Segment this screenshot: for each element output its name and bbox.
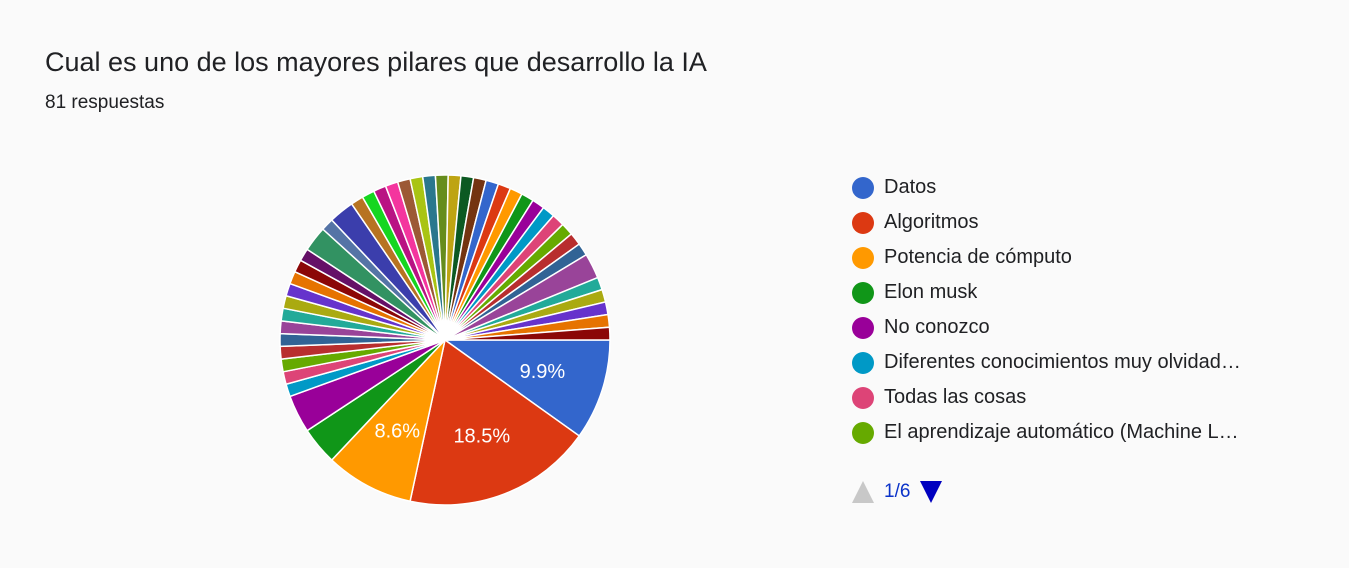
legend-color-icon — [852, 316, 874, 339]
legend-label: Datos — [884, 176, 937, 198]
next-page-icon[interactable] — [920, 481, 943, 503]
page-indicator: 1/6 — [884, 481, 911, 502]
legend-item: El aprendizaje automático (Machine L… — [852, 415, 1292, 450]
legend-color-icon — [852, 281, 874, 304]
legend-item: Todas las cosas — [852, 380, 1292, 415]
pie-chart: 9.9% 18.5% 8.6% — [279, 174, 611, 506]
legend-item: No conozco — [852, 310, 1292, 345]
slice-percent-label: 8.6% — [375, 421, 421, 443]
legend-label: Diferentes conocimientos muy olvidad… — [884, 351, 1241, 373]
legend-color-icon — [852, 246, 874, 269]
legend-pager: 1/6 — [852, 481, 943, 503]
legend-label: Todas las cosas — [884, 386, 1027, 408]
response-count: 81 respuestas — [45, 92, 165, 113]
legend-item: Algoritmos — [852, 205, 1292, 240]
slice-percent-label: 18.5% — [453, 425, 510, 447]
legend-item: Datos — [852, 170, 1292, 205]
page-title: Cual es uno de los mayores pilares que d… — [45, 47, 707, 77]
legend-item: Elon musk — [852, 275, 1292, 310]
legend-color-icon — [852, 421, 874, 444]
pie-slice[interactable] — [444, 326, 611, 341]
legend-label: No conozco — [884, 316, 990, 338]
pie-slice[interactable] — [409, 338, 581, 506]
pie-slice[interactable] — [330, 337, 447, 503]
legend-item: Diferentes conocimientos muy olvidad… — [852, 345, 1292, 380]
legend-item: Potencia de cómputo — [852, 240, 1292, 275]
pie-slice[interactable] — [442, 339, 611, 437]
legend-label: Algoritmos — [884, 211, 979, 233]
previous-page-icon[interactable] — [852, 481, 874, 503]
legend-color-icon — [852, 211, 874, 234]
legend-color-icon — [852, 176, 874, 199]
legend-color-icon — [852, 386, 874, 409]
chart-legend: Datos Algoritmos Potencia de cómputo Elon m… — [852, 170, 1292, 450]
slice-percent-label: 9.9% — [520, 361, 566, 383]
legend-label: Elon musk — [884, 281, 978, 303]
legend-label: El aprendizaje automático (Machine L… — [884, 421, 1239, 443]
legend-label: Potencia de cómputo — [884, 246, 1072, 268]
legend-color-icon — [852, 351, 874, 374]
